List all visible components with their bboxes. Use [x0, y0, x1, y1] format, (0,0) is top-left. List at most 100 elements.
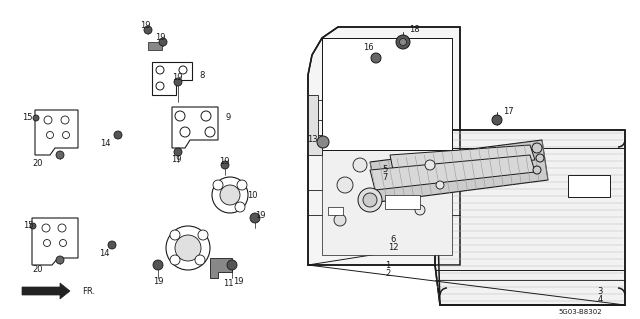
Text: 13: 13 — [307, 135, 317, 144]
Circle shape — [317, 136, 329, 148]
Text: 1: 1 — [385, 261, 390, 270]
Circle shape — [436, 181, 444, 189]
Circle shape — [159, 38, 167, 46]
Circle shape — [195, 255, 205, 265]
Polygon shape — [322, 150, 452, 255]
Circle shape — [58, 224, 66, 232]
Circle shape — [56, 151, 64, 159]
Circle shape — [175, 235, 201, 261]
Text: 11: 11 — [223, 278, 233, 287]
Text: 4: 4 — [597, 295, 603, 305]
Text: 15: 15 — [22, 114, 32, 122]
Polygon shape — [390, 145, 535, 170]
Circle shape — [179, 66, 187, 74]
Circle shape — [56, 256, 64, 264]
Circle shape — [174, 78, 182, 86]
Circle shape — [153, 260, 163, 270]
Text: 17: 17 — [502, 108, 513, 116]
Circle shape — [42, 224, 50, 232]
Polygon shape — [35, 110, 78, 155]
Text: 19: 19 — [255, 211, 265, 219]
Circle shape — [63, 131, 70, 138]
Circle shape — [371, 53, 381, 63]
Text: 19: 19 — [233, 278, 243, 286]
Circle shape — [220, 185, 240, 205]
Bar — [385, 195, 420, 209]
Circle shape — [396, 35, 410, 49]
Text: 12: 12 — [388, 243, 398, 253]
Circle shape — [44, 240, 51, 247]
Circle shape — [213, 180, 223, 190]
Circle shape — [170, 255, 180, 265]
Polygon shape — [308, 95, 322, 155]
Text: 16: 16 — [363, 42, 373, 51]
Circle shape — [221, 161, 229, 169]
Text: 6: 6 — [390, 235, 396, 244]
Circle shape — [166, 226, 210, 270]
Polygon shape — [148, 42, 162, 50]
Circle shape — [536, 154, 544, 162]
Circle shape — [180, 127, 190, 137]
Text: 5: 5 — [382, 166, 388, 174]
Polygon shape — [210, 258, 232, 278]
Circle shape — [250, 213, 260, 223]
Text: 19: 19 — [219, 157, 229, 166]
Circle shape — [492, 115, 502, 125]
Circle shape — [237, 180, 247, 190]
Circle shape — [198, 230, 208, 240]
Polygon shape — [308, 27, 460, 265]
Text: 19: 19 — [140, 21, 150, 31]
Circle shape — [156, 82, 164, 90]
Circle shape — [399, 39, 406, 46]
Circle shape — [144, 26, 152, 34]
Circle shape — [353, 158, 367, 172]
Circle shape — [205, 127, 215, 137]
Text: 8: 8 — [199, 70, 205, 79]
Circle shape — [235, 202, 245, 212]
Circle shape — [337, 177, 353, 193]
Bar — [568, 175, 610, 197]
Circle shape — [415, 205, 425, 215]
Text: 10: 10 — [247, 191, 257, 201]
Circle shape — [170, 230, 180, 240]
Circle shape — [533, 166, 541, 174]
Text: 9: 9 — [225, 114, 230, 122]
Text: 19: 19 — [171, 155, 181, 165]
Circle shape — [425, 160, 435, 170]
Circle shape — [227, 260, 237, 270]
Circle shape — [114, 131, 122, 139]
Polygon shape — [370, 155, 535, 190]
Text: FR.: FR. — [82, 286, 95, 295]
Polygon shape — [152, 62, 192, 95]
Circle shape — [61, 116, 69, 124]
Circle shape — [201, 111, 211, 121]
Circle shape — [363, 193, 377, 207]
Polygon shape — [435, 130, 625, 305]
Circle shape — [358, 188, 382, 212]
Text: 5G03-B8302: 5G03-B8302 — [558, 309, 602, 315]
Text: 15: 15 — [23, 221, 33, 231]
Circle shape — [108, 241, 116, 249]
Circle shape — [532, 143, 542, 153]
Text: 2: 2 — [385, 269, 390, 278]
Text: 18: 18 — [409, 26, 419, 34]
Circle shape — [47, 131, 54, 138]
Text: 14: 14 — [100, 138, 110, 147]
Polygon shape — [322, 38, 452, 150]
Polygon shape — [172, 107, 218, 148]
Circle shape — [30, 223, 36, 229]
Polygon shape — [22, 283, 70, 299]
Text: 20: 20 — [33, 159, 44, 167]
Circle shape — [33, 115, 39, 121]
Text: 19: 19 — [172, 73, 182, 83]
Circle shape — [334, 214, 346, 226]
Text: 3: 3 — [597, 287, 603, 296]
Text: 7: 7 — [382, 174, 388, 182]
Bar — [328, 207, 343, 215]
Circle shape — [174, 148, 182, 156]
Circle shape — [44, 116, 52, 124]
Circle shape — [212, 177, 248, 213]
Polygon shape — [32, 218, 78, 265]
Circle shape — [175, 111, 185, 121]
Text: 14: 14 — [99, 249, 109, 257]
